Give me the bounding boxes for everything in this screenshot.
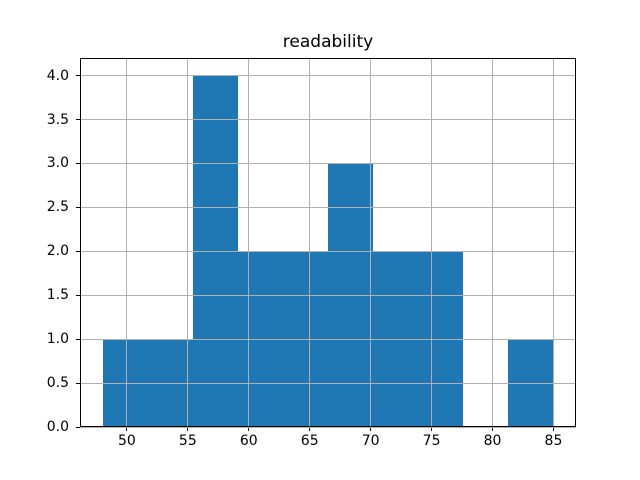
y-tick-label: 4.0 [46, 67, 69, 84]
y-tick-mark [76, 162, 80, 164]
x-tick-mark [552, 427, 554, 431]
y-tick-label: 3.5 [46, 111, 69, 128]
x-tick-label: 60 [239, 433, 258, 449]
y-tick-mark [76, 75, 80, 77]
y-tick-mark [76, 338, 80, 340]
grid-line-vertical [431, 58, 433, 427]
x-tick-label: 55 [178, 433, 197, 449]
x-tick-mark [187, 427, 189, 431]
x-tick-label: 80 [483, 433, 502, 449]
grid-line-horizontal [80, 162, 576, 164]
x-tick-label: 50 [117, 433, 136, 449]
y-tick-label: 1.5 [46, 287, 69, 304]
grid-line-horizontal [80, 250, 576, 252]
grid-line-vertical [309, 58, 311, 427]
grid-line-vertical [248, 58, 250, 427]
axes-spines [80, 58, 576, 427]
y-tick-label: 2.0 [46, 243, 69, 260]
grid-line-horizontal [80, 338, 576, 340]
x-tick-label: 75 [422, 433, 441, 449]
x-tick-mark [431, 427, 433, 431]
y-tick-label: 2.5 [46, 199, 69, 216]
grid-line-horizontal [80, 294, 576, 296]
grid-line-horizontal [80, 75, 576, 77]
y-tick-label: 1.0 [46, 331, 69, 348]
grid-line-vertical [370, 58, 372, 427]
x-tick-mark [126, 427, 128, 431]
x-tick-mark [309, 427, 311, 431]
x-tick-label: 85 [544, 433, 563, 449]
y-tick-label: 0.5 [46, 375, 69, 392]
grid-line-horizontal [80, 119, 576, 120]
grid-line-vertical [492, 58, 494, 427]
y-tick-mark [76, 206, 80, 208]
plot-area [80, 58, 576, 428]
x-tick-mark [248, 427, 250, 431]
grid-line-vertical [552, 58, 554, 427]
x-tick-label: 65 [300, 433, 319, 449]
y-tick-mark [76, 426, 80, 428]
grid-layer [80, 58, 576, 428]
y-tick-label: 0.0 [46, 419, 69, 435]
grid-line-vertical [126, 58, 128, 427]
grid-line-vertical [187, 58, 189, 427]
y-tick-mark [76, 119, 80, 120]
y-tick-label: 3.0 [46, 155, 69, 172]
x-tick-mark [370, 427, 372, 431]
grid-line-horizontal [80, 206, 576, 208]
grid-line-horizontal [80, 382, 576, 384]
y-tick-mark [76, 294, 80, 296]
chart-title: readability [282, 32, 374, 52]
x-tick-label: 70 [361, 433, 380, 449]
y-tick-mark [76, 250, 80, 252]
y-tick-mark [76, 382, 80, 384]
grid-line-horizontal [80, 426, 576, 428]
x-tick-mark [492, 427, 494, 431]
